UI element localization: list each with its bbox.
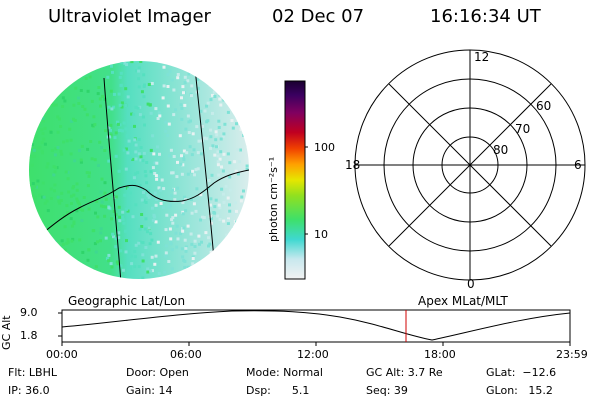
status-flt: Flt: LBHL <box>8 366 57 379</box>
coastline <box>29 169 249 249</box>
x-tick-1200: 12:00 <box>297 348 329 361</box>
colorbar <box>284 80 308 280</box>
observation-date: 02 Dec 07 <box>272 6 365 27</box>
lat-label-70: 70 <box>515 122 530 136</box>
status-gc-alt: GC Alt: 3.7 Re <box>366 366 443 379</box>
status-glat: GLat: −12.6 <box>486 366 557 379</box>
altitude-ylabel: GC Alt <box>0 315 13 350</box>
geographic-title: Geographic Lat/Lon <box>68 294 186 308</box>
altitude-tick-low: 1.8 <box>20 329 38 342</box>
mlt-label-18: 18 <box>345 158 360 172</box>
altitude-tick-high: 9.0 <box>20 306 38 319</box>
status-seq: Seq: 39 <box>366 384 408 397</box>
status-gain: Gain: 14 <box>126 384 173 397</box>
lat-label-80: 80 <box>493 143 508 157</box>
lat-label-60: 60 <box>536 99 551 113</box>
orbit-altitude-curve <box>61 310 571 341</box>
x-tick-2359: 23:59 <box>556 348 588 361</box>
colorbar-tick-100: 100 <box>314 141 335 154</box>
colorbar-tick-10: 10 <box>314 228 328 241</box>
instrument-title: Ultraviolet Imager <box>48 6 211 27</box>
status-glon: GLon: 15.2 <box>486 384 553 397</box>
x-tick-1800: 18:00 <box>424 348 456 361</box>
altitude-panel <box>58 309 571 346</box>
meridian-line <box>103 77 122 279</box>
status-mode: Mode: Normal <box>246 366 323 379</box>
apex-title: Apex MLat/MLT <box>418 294 508 308</box>
observation-time: 16:16:34 UT <box>430 6 541 27</box>
mlt-label-12: 12 <box>474 50 489 64</box>
status-dsp: Dsp: 5.1 <box>246 384 310 397</box>
mlt-label-6: 6 <box>574 158 582 172</box>
mlt-label-0: 0 <box>467 277 475 290</box>
status-ip: IP: 36.0 <box>8 384 50 397</box>
colorbar-unit-label: photon cm⁻²s⁻¹ <box>267 156 280 242</box>
x-tick-0600: 06:00 <box>170 348 202 361</box>
status-door: Door: Open <box>126 366 189 379</box>
uv-image-panel <box>29 61 249 279</box>
uv-image-disk <box>29 61 249 279</box>
polar-plot: 12 6 0 18 60 70 80 <box>345 49 586 290</box>
x-tick-0000: 00:00 <box>46 348 78 361</box>
